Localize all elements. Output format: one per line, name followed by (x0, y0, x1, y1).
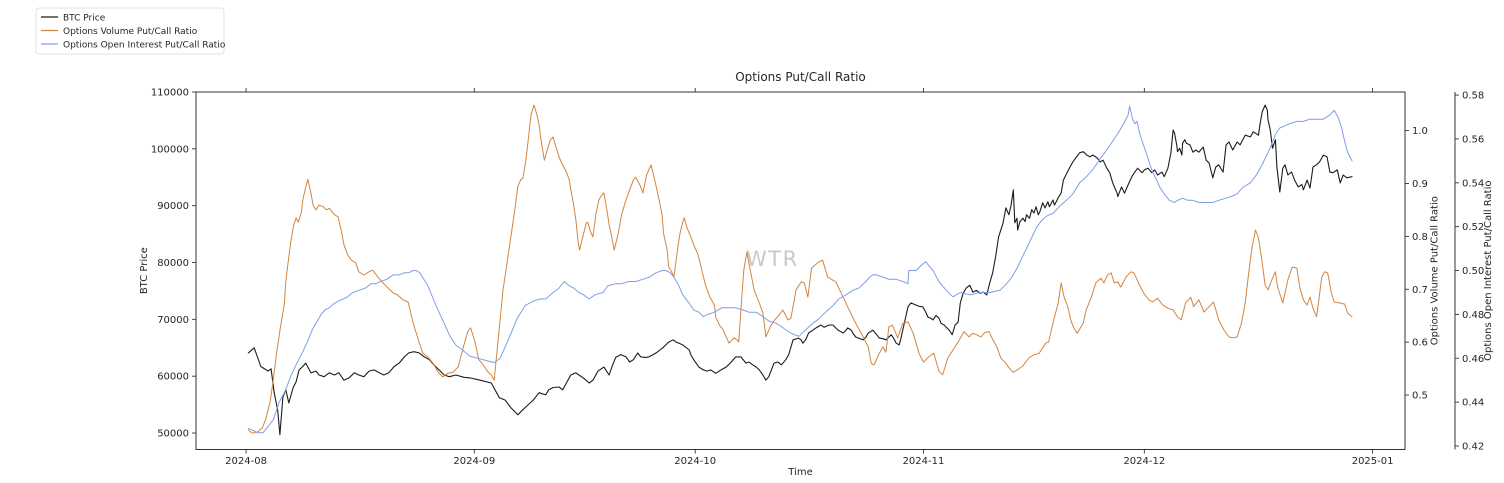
legend-item-open-interest-ratio: Options Open Interest Put/Call Ratio (41, 41, 226, 51)
y-tick-label: 50000 (157, 429, 189, 440)
open-interest-axis-label: Options Open Interest Put/Call Ratio (1483, 181, 1494, 361)
y-tick-label: 110000 (151, 88, 189, 99)
y-tick-label: 0.9 (1412, 179, 1428, 190)
series-line-right_oi (247, 105, 1353, 434)
y-tick-label: 0.8 (1412, 232, 1428, 243)
series-line-right_volume (247, 104, 1353, 434)
y-tick-label: 0.6 (1412, 338, 1428, 349)
watermark: WTR (746, 247, 799, 271)
btc-price-axis-ticks: 50000 60000 70000 80000 90000 100000 110000 (151, 88, 196, 440)
legend: BTC Price Options Volume Put/Call Ratio … (35, 7, 226, 55)
btc-price-axis-label: BTC Price (139, 247, 150, 294)
y-tick-label: 0.44 (1462, 398, 1484, 409)
legend-label: BTC Price (63, 14, 106, 24)
volume-ratio-axis-ticks: 0.5 0.6 0.7 0.8 0.9 1.0 (1405, 126, 1428, 402)
series-lines (247, 104, 1353, 436)
chart-title: Options Put/Call Ratio (735, 70, 866, 84)
x-tick-label: 2024-10 (674, 456, 716, 467)
x-axis-label: Time (787, 467, 812, 478)
y-tick-label: 0.52 (1462, 222, 1484, 233)
y-tick-label: 90000 (157, 201, 189, 212)
y-tick-label: 100000 (151, 144, 189, 155)
legend-item-volume-ratio: Options Volume Put/Call Ratio (41, 27, 198, 37)
legend-item-btc-price: BTC Price (41, 14, 106, 24)
x-axis-ticks: 2024-08 2024-09 2024-10 2024-11 2024-12 2025-… (225, 88, 1394, 467)
x-tick-label: 2024-11 (903, 456, 945, 467)
y-tick-label: 80000 (157, 258, 189, 269)
y-tick-label: 0.58 (1462, 91, 1484, 102)
y-tick-label: 70000 (157, 315, 189, 326)
x-tick-label: 2025-01 (1352, 456, 1394, 467)
y-tick-label: 0.50 (1462, 266, 1484, 277)
y-tick-label: 0.48 (1462, 310, 1484, 321)
x-tick-label: 2024-09 (453, 456, 495, 467)
y-tick-label: 0.54 (1462, 178, 1484, 189)
y-tick-label: 60000 (157, 372, 189, 383)
y-tick-label: 1.0 (1412, 126, 1428, 137)
y-tick-label: 0.42 (1462, 441, 1484, 452)
open-interest-axis-ticks: 0.42 0.44 0.46 0.48 0.50 0.52 0.54 0.56 0.58 (1455, 91, 1484, 452)
plot-area (195, 91, 1406, 450)
series-line-left (247, 104, 1353, 436)
volume-ratio-axis-label: Options Volume Put/Call Ratio (1430, 196, 1441, 345)
y-tick-label: 0.5 (1412, 391, 1428, 402)
legend-label: Options Open Interest Put/Call Ratio (63, 41, 226, 51)
legend-box (35, 7, 225, 55)
x-tick-label: 2024-12 (1123, 456, 1165, 467)
y-tick-label: 0.46 (1462, 354, 1484, 365)
y-tick-label: 0.56 (1462, 134, 1484, 145)
y-tick-label: 0.7 (1412, 285, 1428, 296)
legend-label: Options Volume Put/Call Ratio (63, 27, 198, 37)
x-tick-label: 2024-08 (225, 456, 267, 467)
